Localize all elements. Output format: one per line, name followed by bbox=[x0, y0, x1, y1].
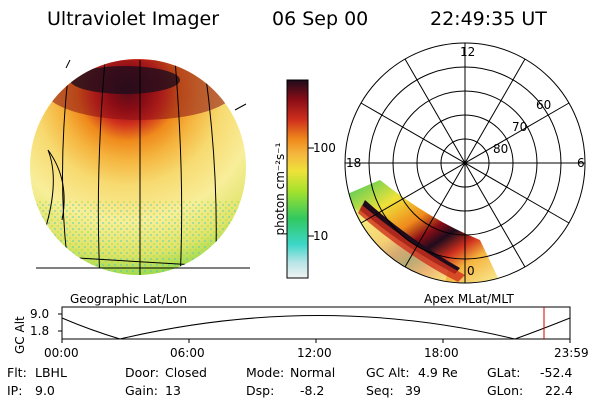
right-projection-label: Apex MLat/MLT bbox=[424, 292, 514, 306]
date-label: 06 Sep 00 bbox=[272, 8, 369, 30]
mlt-label-18: 18 bbox=[346, 156, 362, 170]
dsp-label: Dsp: bbox=[246, 383, 275, 398]
seq-label: Seq: bbox=[366, 383, 394, 398]
colorbar-tick-100: 100 bbox=[313, 141, 336, 155]
gcalt-label: GC Alt: bbox=[366, 365, 410, 380]
ip-value: 9.0 bbox=[35, 383, 55, 398]
gain-label: Gain: bbox=[125, 383, 158, 398]
altitude-top-value: 9.0 bbox=[30, 307, 50, 321]
mode-label: Mode: bbox=[246, 365, 285, 380]
lat-label-60: 60 bbox=[536, 98, 552, 112]
dsp-value: -8.2 bbox=[300, 383, 325, 398]
door-label: Door: bbox=[125, 365, 160, 380]
time-tick-0000: 00:00 bbox=[44, 346, 79, 360]
left-projection-label: Geographic Lat/Lon bbox=[70, 292, 188, 306]
altitude-bottom-value: 1.8 bbox=[30, 324, 50, 338]
mlt-label-12: 12 bbox=[460, 45, 476, 59]
altitude-axis-label: GC Alt bbox=[13, 316, 27, 354]
lat-label-70: 70 bbox=[512, 120, 528, 134]
glat-label: GLat: bbox=[487, 365, 521, 380]
ip-label: IP: bbox=[7, 383, 23, 398]
time-tick-0600: 06:00 bbox=[170, 346, 205, 360]
gcalt-value: 4.9 Re bbox=[418, 365, 458, 380]
mode-value: Normal bbox=[290, 365, 336, 380]
instrument-title: Ultraviolet Imager bbox=[47, 8, 220, 30]
mlt-label-0: 0 bbox=[467, 264, 475, 278]
glon-label: GLon: bbox=[487, 383, 524, 398]
glon-value: 22.4 bbox=[545, 383, 573, 398]
time-tick-1800: 18:00 bbox=[424, 346, 459, 360]
mlt-label-6: 6 bbox=[577, 156, 585, 170]
flt-label: Flt: bbox=[7, 365, 27, 380]
seq-value: 39 bbox=[405, 383, 421, 398]
lat-label-80: 80 bbox=[493, 142, 509, 156]
colorbar-tick-10: 10 bbox=[313, 229, 329, 243]
time-label: 22:49:35 UT bbox=[430, 8, 547, 30]
glat-value: -52.4 bbox=[540, 365, 573, 380]
door-value: Closed bbox=[165, 365, 207, 380]
gain-value: 13 bbox=[165, 383, 181, 398]
time-tick-2359: 23:59 bbox=[554, 346, 589, 360]
flt-value: LBHL bbox=[35, 365, 67, 380]
time-tick-1200: 12:00 bbox=[297, 346, 332, 360]
